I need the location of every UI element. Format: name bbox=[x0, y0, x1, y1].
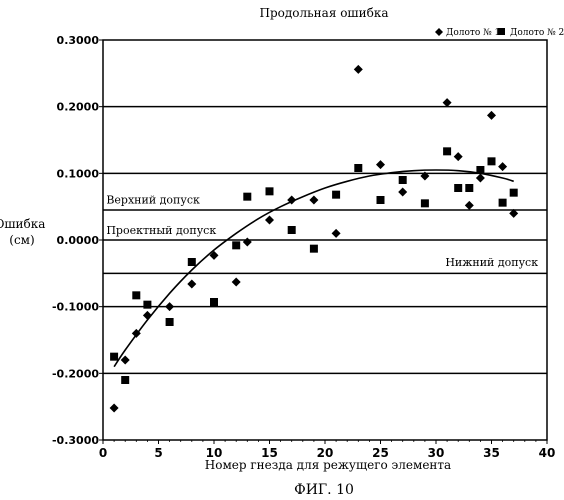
data-point-series-2-square bbox=[243, 193, 251, 201]
data-point-series-1-diamond bbox=[265, 216, 274, 225]
data-point-series-1-diamond bbox=[332, 229, 341, 238]
data-point-series-2-square bbox=[166, 318, 174, 326]
y-tick-label: -0.2000 bbox=[52, 367, 99, 380]
data-point-series-2-square bbox=[499, 199, 507, 207]
data-point-series-2-square bbox=[354, 164, 362, 172]
data-point-series-1-diamond bbox=[465, 201, 474, 210]
data-point-series-2-square bbox=[465, 184, 473, 192]
data-point-series-2-square bbox=[332, 191, 340, 199]
legend-square-marker bbox=[498, 28, 505, 35]
data-point-series-1-diamond bbox=[354, 65, 363, 74]
data-point-series-2-square bbox=[421, 199, 429, 207]
data-point-series-2-square bbox=[476, 166, 484, 174]
data-point-series-2-square bbox=[399, 176, 407, 184]
data-point-series-1-diamond bbox=[121, 356, 130, 365]
data-point-series-2-square bbox=[143, 301, 151, 309]
data-point-series-1-diamond bbox=[143, 311, 152, 320]
data-points bbox=[110, 65, 519, 413]
data-point-series-2-square bbox=[454, 184, 462, 192]
data-point-series-1-diamond bbox=[498, 162, 507, 171]
data-point-series-2-square bbox=[210, 298, 218, 306]
legend-label-series-2: Долото № 2 bbox=[510, 28, 564, 38]
x-axis-ticks: 0510152025303540 bbox=[99, 440, 556, 460]
data-point-series-2-square bbox=[443, 147, 451, 155]
data-point-series-2-square bbox=[510, 189, 518, 197]
data-point-series-2-square bbox=[310, 245, 318, 253]
annotations: Верхний допуск Проектный допуск Нижний доп… bbox=[106, 193, 538, 269]
legend-label-series-1: Долото № 1 bbox=[446, 28, 500, 38]
y-tick-label: -0.1000 bbox=[52, 301, 99, 314]
annotation-label: Проектный допуск bbox=[106, 224, 216, 237]
y-tick-label: 0.3000 bbox=[57, 34, 100, 47]
data-point-series-1-diamond bbox=[165, 302, 174, 311]
legend-diamond-marker bbox=[435, 28, 443, 36]
x-tick-label: 35 bbox=[483, 446, 500, 460]
data-point-series-1-diamond bbox=[476, 174, 485, 183]
horizontal-lines bbox=[103, 107, 547, 374]
y-tick-label: 0.2000 bbox=[57, 101, 100, 114]
y-tick-label: 0.1000 bbox=[57, 167, 100, 180]
data-point-series-2-square bbox=[132, 291, 140, 299]
x-axis-label: Номер гнезда для режущего элемента bbox=[205, 458, 451, 472]
x-tick-label: 40 bbox=[539, 446, 556, 460]
x-tick-label: 5 bbox=[154, 446, 162, 460]
data-point-series-1-diamond bbox=[243, 238, 252, 247]
data-point-series-1-diamond bbox=[454, 152, 463, 161]
annotation-label: Верхний допуск bbox=[106, 193, 200, 206]
legend: Долото № 1 Долото № 2 bbox=[435, 28, 564, 38]
y-axis-ticks: 0.3000 0.2000 0.1000 0.0000 -0.1000 -0.2000 -0… bbox=[52, 34, 103, 447]
y-axis-label-line1: Ошибка bbox=[0, 217, 45, 231]
data-point-series-2-square bbox=[188, 258, 196, 266]
data-point-series-2-square bbox=[232, 241, 240, 249]
data-point-series-1-diamond bbox=[376, 160, 385, 169]
data-point-series-2-square bbox=[377, 196, 385, 204]
data-point-series-1-diamond bbox=[443, 98, 452, 107]
y-tick-label: -0.3000 bbox=[52, 434, 99, 447]
data-point-series-1-diamond bbox=[398, 188, 407, 197]
data-point-series-1-diamond bbox=[232, 278, 241, 287]
data-point-series-2-square bbox=[488, 157, 496, 165]
figure-caption: ФИГ. 10 bbox=[294, 482, 354, 498]
y-tick-label: 0.0000 bbox=[57, 234, 100, 247]
data-point-series-2-square bbox=[110, 353, 118, 361]
y-axis-label-line2: (см) bbox=[9, 233, 34, 247]
x-tick-label: 0 bbox=[99, 446, 107, 460]
data-point-series-2-square bbox=[288, 226, 296, 234]
data-point-series-1-diamond bbox=[309, 196, 318, 205]
data-point-series-1-diamond bbox=[110, 404, 119, 413]
data-point-series-2-square bbox=[121, 376, 129, 384]
data-point-series-1-diamond bbox=[487, 111, 496, 120]
annotation-label: Нижний допуск bbox=[445, 256, 538, 269]
data-point-series-1-diamond bbox=[187, 280, 196, 289]
chart-title: Продольная ошибка bbox=[260, 6, 389, 20]
data-point-series-2-square bbox=[266, 187, 274, 195]
